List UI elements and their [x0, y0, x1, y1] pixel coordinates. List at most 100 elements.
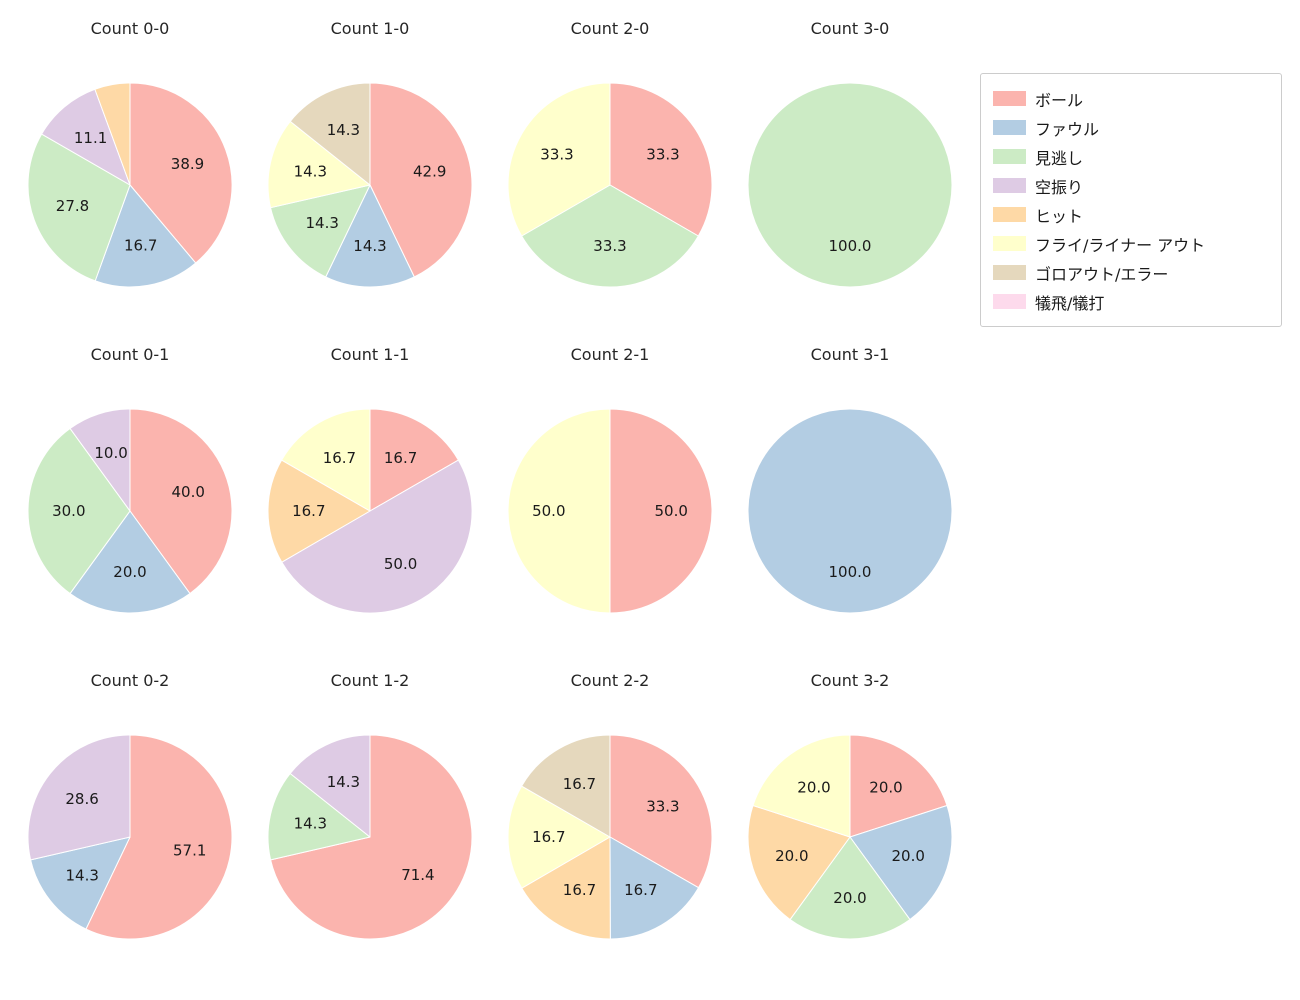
- pie-slice: [94, 184, 197, 288]
- slice-label: 20.0: [775, 847, 808, 865]
- pie-slice: [507, 82, 611, 237]
- legend-label: 犠飛/犠打: [1035, 293, 1105, 313]
- slice-label: 20.0: [891, 847, 924, 865]
- pie-slice: [267, 772, 371, 861]
- pie-slice: [69, 510, 191, 614]
- legend-swatch: [993, 178, 1026, 193]
- slice-label: 30.0: [52, 502, 85, 520]
- pie-slice: [369, 408, 459, 512]
- pie-chart: 42.9 14.3 14.3 14.3 14.3: [267, 82, 473, 288]
- legend-swatch: [993, 236, 1026, 251]
- pie-slice: [849, 804, 953, 921]
- slice-label: 27.8: [56, 197, 89, 215]
- slice-label: 10.0: [94, 444, 127, 462]
- legend-item: 犠飛/犠打: [993, 287, 1269, 316]
- pie-chart: 40.0 20.0 30.0 10.0: [27, 408, 233, 614]
- chart-title: Count 2-2: [570, 671, 650, 690]
- legend-item: フライ/ライナー アウト: [993, 229, 1269, 258]
- pie-slice: [27, 734, 131, 861]
- pie-slice: [325, 184, 415, 288]
- pie-slice: [129, 408, 233, 595]
- legend-item: ゴロアウト/エラー: [993, 258, 1269, 287]
- slice-label: 20.0: [833, 889, 866, 907]
- chart-title: Count 0-0: [90, 19, 170, 38]
- pie-slice: [267, 459, 371, 563]
- slice-label: 20.0: [869, 779, 902, 797]
- pie-slice: [747, 804, 851, 921]
- pie-chart-cell: Count 3-1 100.0: [730, 340, 970, 666]
- pie-slice: [129, 82, 233, 264]
- pie-chart-cell: Count 3-0 100.0: [730, 14, 970, 340]
- legend-item: ファウル: [993, 113, 1269, 142]
- chart-title: Count 3-0: [810, 19, 890, 38]
- slice-label: 33.3: [646, 145, 679, 163]
- pie-slice: [267, 120, 371, 209]
- pie-slice: [41, 88, 131, 186]
- pie-chart-cell: Count 2-1 50.0 50.0: [490, 340, 730, 666]
- pie-slice: [289, 82, 371, 186]
- slice-label: 16.7: [292, 502, 325, 520]
- pie-chart: 50.0 50.0: [507, 408, 713, 614]
- pie-chart: 20.0 20.0 20.0 20.0 20.0: [747, 734, 953, 940]
- chart-title: Count 0-2: [90, 671, 170, 690]
- pie-slice: [609, 82, 713, 237]
- slice-label: 50.0: [654, 502, 687, 520]
- pie-chart: 57.1 14.3 28.6: [27, 734, 233, 940]
- pie-slice: [270, 184, 371, 278]
- pie-slice: [609, 836, 700, 940]
- slice-label: 16.7: [124, 236, 157, 254]
- pie-chart: 71.4 14.3 14.3: [267, 734, 473, 940]
- chart-title: Count 1-0: [330, 19, 410, 38]
- pie-slice: [289, 734, 371, 838]
- slice-label: 16.7: [323, 449, 356, 467]
- charts-grid: Count 0-0 38.9 16.7 27.8 11.1 Count 1-0 42.9 14…: [10, 14, 970, 992]
- legend-item: ボール: [993, 84, 1269, 113]
- legend-swatch: [993, 207, 1026, 222]
- pie-chart-cell: Count 0-1 40.0 20.0 30.0 10.0: [10, 340, 250, 666]
- pie-slice: [507, 408, 611, 614]
- chart-title: Count 0-1: [90, 345, 170, 364]
- pie-slice: [609, 734, 713, 889]
- pie-slice: [281, 408, 371, 512]
- slice-label: 14.3: [353, 237, 386, 255]
- pie-slice: [752, 734, 851, 838]
- pie-chart: 16.7 50.0 16.7 16.7: [267, 408, 473, 614]
- pie-slice: [521, 734, 611, 838]
- pie-slice: [30, 836, 131, 930]
- legend-item: 見逃し: [993, 142, 1269, 171]
- slice-label: 20.0: [797, 779, 830, 797]
- pie-chart-cell: Count 2-2 33.3 16.7 16.7 16.7 16.7: [490, 666, 730, 992]
- legend-item: 空振り: [993, 171, 1269, 200]
- slice-label: 16.7: [563, 775, 596, 793]
- pie-chart: 33.3 16.7 16.7 16.7 16.7: [507, 734, 713, 940]
- slice-label: 100.0: [829, 563, 872, 581]
- slice-label: 40.0: [171, 483, 204, 501]
- chart-title: Count 1-2: [330, 671, 410, 690]
- slice-label: 28.6: [65, 790, 98, 808]
- chart-title: Count 2-0: [570, 19, 650, 38]
- legend-swatch: [993, 265, 1026, 280]
- legend-label: ボール: [1035, 90, 1084, 110]
- legend-label: ゴロアウト/エラー: [1035, 264, 1169, 284]
- slice-label: 14.3: [305, 214, 338, 232]
- chart-title: Count 2-1: [570, 345, 650, 364]
- pie-chart-cell: Count 1-2 71.4 14.3 14.3: [250, 666, 490, 992]
- slice-label: 16.7: [532, 828, 565, 846]
- chart-title: Count 3-2: [810, 671, 890, 690]
- slice-label: 50.0: [384, 555, 417, 573]
- legend-swatch: [993, 149, 1026, 164]
- slice-label: 16.7: [624, 881, 657, 899]
- pie-slice: [94, 82, 131, 186]
- legend: ボール ファウル 見逃し 空振り ヒット フライ/ライナー アウト ゴロアウト/エラー 犠飛/…: [980, 73, 1282, 327]
- slice-label: 33.3: [593, 237, 626, 255]
- pie-chart-cell: Count 3-2 20.0 20.0 20.0 20.0 20.0: [730, 666, 970, 992]
- legend-label: 空振り: [1035, 177, 1084, 197]
- pie-chart-cell: Count 2-0 33.3 33.3 33.3: [490, 14, 730, 340]
- pie-chart: 38.9 16.7 27.8 11.1: [27, 82, 233, 288]
- slice-label: 71.4: [401, 866, 434, 884]
- legend-swatch: [993, 120, 1026, 135]
- legend-swatch: [993, 294, 1026, 309]
- pie-slice: [281, 459, 473, 614]
- slice-label: 38.9: [171, 155, 204, 173]
- slice-label: 57.1: [173, 842, 206, 860]
